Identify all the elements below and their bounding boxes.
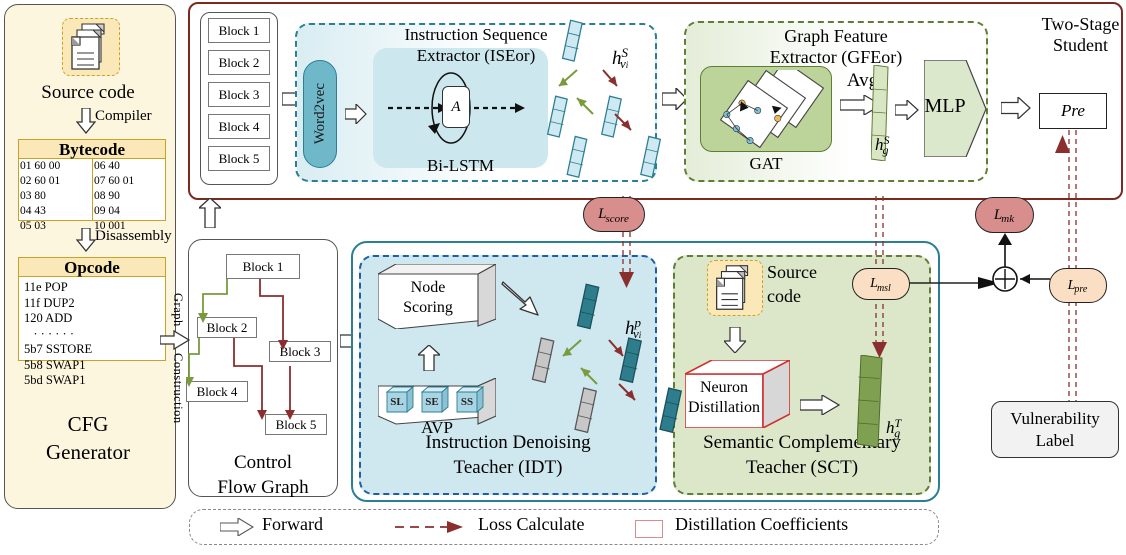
svg-text:SS: SS (461, 396, 473, 408)
svg-text:SE: SE (425, 396, 438, 408)
svg-text:SL: SL (390, 396, 403, 408)
